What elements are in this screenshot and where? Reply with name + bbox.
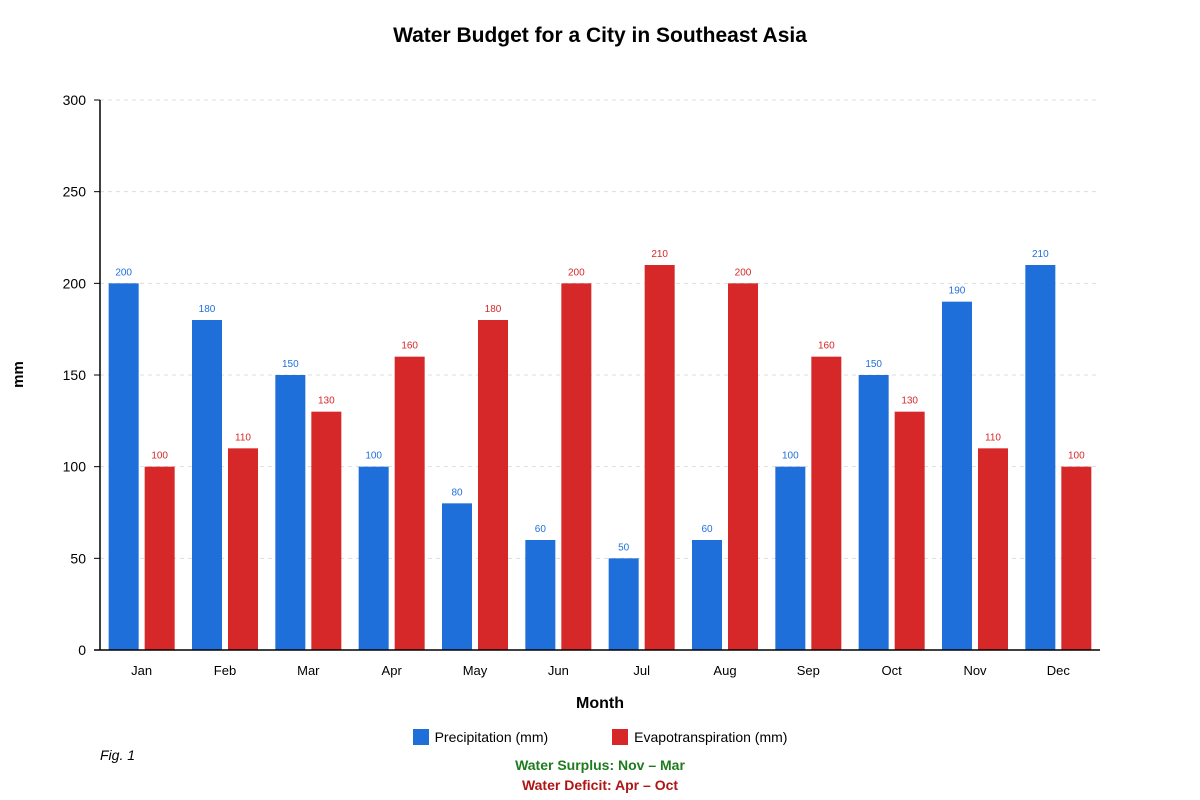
evapotranspiration-value-label: 100 <box>151 451 168 462</box>
precipitation-bar <box>442 503 472 650</box>
precipitation-bar <box>1025 265 1056 650</box>
evapotranspiration-value-label: 200 <box>735 267 752 278</box>
precipitation-value-label: 190 <box>949 286 966 297</box>
y-axis-label-wrap: mm <box>9 360 37 390</box>
x-tick-label: Feb <box>214 663 236 678</box>
evapotranspiration-bar <box>561 283 592 650</box>
x-tick-label: Jun <box>548 663 569 678</box>
x-tick-label: Aug <box>713 663 736 678</box>
evapotranspiration-bar <box>978 448 1008 650</box>
precipitation-bar <box>108 283 139 650</box>
precipitation-value-label: 210 <box>1032 249 1049 260</box>
bars <box>108 265 1092 650</box>
evapotranspiration-bar <box>1061 466 1092 650</box>
precipitation-value-label: 150 <box>282 359 299 370</box>
x-tick-label: Nov <box>963 663 987 678</box>
precipitation-value-label: 100 <box>782 451 799 462</box>
legend-label-evapotranspiration: Evapotranspiration (mm) <box>634 729 788 745</box>
evapotranspiration-bar <box>811 356 842 650</box>
evapotranspiration-value-label: 200 <box>568 267 585 278</box>
precipitation-bar <box>525 540 556 650</box>
y-tick-label: 150 <box>63 367 87 383</box>
precipitation-value-label: 50 <box>618 542 630 553</box>
evapotranspiration-bar <box>228 448 258 650</box>
precipitation-value-label: 80 <box>451 487 463 498</box>
evapotranspiration-bar <box>394 356 425 650</box>
x-tick-label: Oct <box>882 663 903 678</box>
precipitation-bar <box>692 540 722 650</box>
evapotranspiration-value-label: 130 <box>901 396 918 407</box>
y-tick-label: 50 <box>70 550 86 566</box>
precipitation-bar <box>275 375 306 650</box>
y-tick-label: 0 <box>78 642 86 658</box>
evapotranspiration-value-label: 110 <box>985 432 1001 443</box>
precipitation-value-label: 60 <box>535 524 547 535</box>
legend-item-precipitation: Precipitation (mm) <box>412 729 549 745</box>
water-surplus-note: Water Surplus: Nov – Mar <box>515 757 685 773</box>
evapotranspiration-value-label: 160 <box>818 341 835 352</box>
precipitation-bar <box>858 375 889 650</box>
x-tick-label: May <box>463 663 488 678</box>
axes <box>94 99 1100 651</box>
evapotranspiration-bar <box>144 466 175 650</box>
grid-lines <box>100 99 1100 559</box>
x-tick-label: Apr <box>382 663 403 678</box>
legend: Precipitation (mm) Evapotranspiration (m… <box>0 729 1200 745</box>
y-axis-label: mm <box>9 361 27 388</box>
precipitation-value-label: 180 <box>199 304 216 315</box>
precipitation-value-label: 60 <box>701 524 713 535</box>
y-tick-label: 250 <box>63 184 87 200</box>
precipitation-value-label: 200 <box>115 267 132 278</box>
evapotranspiration-bar <box>894 411 925 650</box>
water-deficit-note: Water Deficit: Apr – Oct <box>521 777 679 793</box>
evapotranspiration-value-label: 130 <box>318 396 335 407</box>
precipitation-bar <box>358 466 389 650</box>
evapotranspiration-value-label: 180 <box>485 304 502 315</box>
evapotranspiration-value-label: 100 <box>1068 451 1085 462</box>
legend-swatch-evapotranspiration <box>612 729 629 745</box>
x-tick-label: Mar <box>297 663 320 678</box>
y-tick-label: 100 <box>63 459 87 475</box>
evapotranspiration-bar <box>478 320 508 650</box>
evapotranspiration-value-label: 160 <box>401 341 418 352</box>
y-tick-label: 300 <box>63 92 87 108</box>
precipitation-value-label: 100 <box>365 451 382 462</box>
precipitation-bar <box>192 320 222 650</box>
legend-label-precipitation: Precipitation (mm) <box>434 729 549 745</box>
precipitation-value-label: 150 <box>865 359 882 370</box>
figure-label: Fig. 1 <box>100 747 136 763</box>
x-tick-label: Jul <box>633 663 650 678</box>
evapotranspiration-value-label: 210 <box>651 249 668 260</box>
x-tick-label: Jan <box>131 663 152 678</box>
precipitation-bar <box>775 466 806 650</box>
evapotranspiration-value-label: 110 <box>235 432 251 443</box>
evapotranspiration-bar <box>311 411 342 650</box>
y-tick-label: 200 <box>63 275 87 291</box>
precipitation-bar <box>608 558 639 650</box>
legend-swatch-precipitation <box>412 729 429 745</box>
evapotranspiration-bar <box>728 283 758 650</box>
precipitation-bar <box>942 301 972 650</box>
x-tick-label: Dec <box>1047 663 1071 678</box>
chart-title: Water Budget for a City in Southeast Asi… <box>393 24 807 47</box>
x-tick-label: Sep <box>797 663 820 678</box>
legend-item-evapotranspiration: Evapotranspiration (mm) <box>612 729 787 745</box>
evapotranspiration-bar <box>644 265 675 650</box>
tick-labels: 0 50 100 150 200 250 300 200 100 Jan 180 110 Feb 150 1… <box>63 92 1085 678</box>
x-axis-label: Month <box>576 695 624 712</box>
